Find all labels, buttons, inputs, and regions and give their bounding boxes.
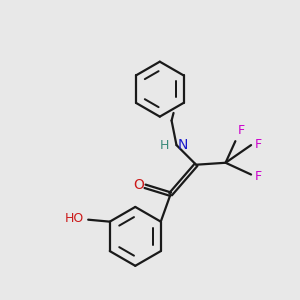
Text: H: H bbox=[160, 139, 170, 152]
Text: F: F bbox=[237, 124, 244, 137]
Text: F: F bbox=[255, 170, 262, 183]
Text: HO: HO bbox=[65, 212, 84, 225]
Text: F: F bbox=[255, 138, 262, 151]
Text: N: N bbox=[178, 138, 188, 152]
Text: O: O bbox=[134, 178, 145, 192]
